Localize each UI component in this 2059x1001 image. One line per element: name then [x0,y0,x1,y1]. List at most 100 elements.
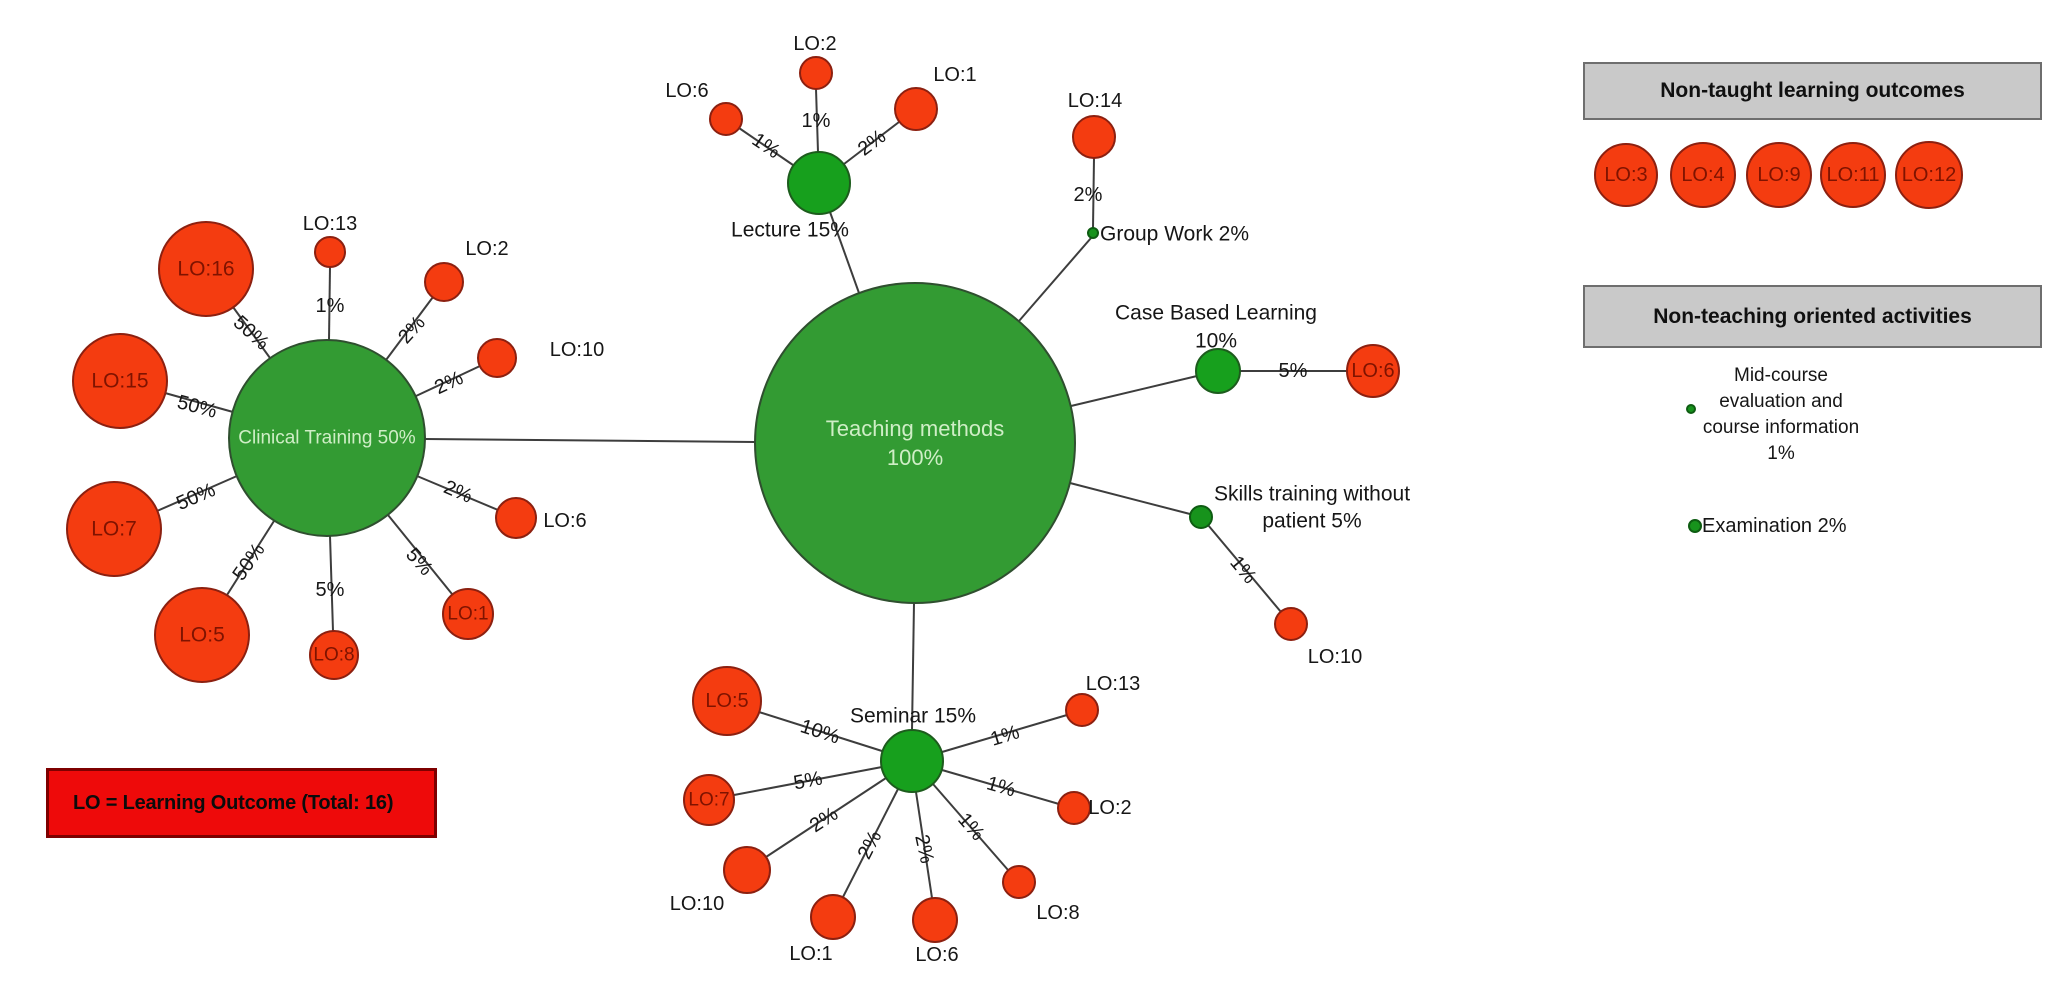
cluster-title-case-based-line2: 10% [1195,330,1237,353]
legend-non-taught-title: Non-taught learning outcomes [1660,79,1965,102]
node-lo6-clinical [495,497,537,539]
legend-node-lo9 [1746,142,1812,208]
label-lo14-group-work: LO:14 [1068,90,1122,112]
edge-label-clinical-lo15: 50% [175,391,220,423]
edge-label-lecture-lo1: 2% [854,125,890,160]
edge-lecture-lo1 [843,121,900,165]
edge-seminar-lo2 [941,769,1060,805]
legend-node-lo12 [1895,141,1963,209]
node-lo6-lecture [709,102,743,136]
legend-node-lo9-label: LO:9 [1757,164,1800,186]
node-lo8-clinical [309,630,359,680]
lo-key-box: LO = Learning Outcome (Total: 16) [46,768,437,838]
edge-clinical-lo2 [385,296,434,361]
edge-label-seminar-lo13: 1% [988,721,1022,751]
edge-label-casebased-lo6: 5% [1279,360,1308,382]
cluster-title-skills-line2: patient 5% [1262,510,1361,533]
edge-label-clinical-lo1: 5% [401,544,437,580]
node-lo7-seminar [683,774,735,826]
node-lo5-seminar-label: LO:5 [705,690,748,712]
label-lo2-clinical: LO:2 [465,238,508,260]
node-lo5-seminar [692,666,762,736]
node-teaching-methods-label: 100% [887,445,943,470]
node-lo13-seminar [1065,693,1099,727]
node-lo1-clinical [442,588,494,640]
legend-node-lo11 [1820,142,1886,208]
node-clinical-training-label: Clinical Training 50% [238,428,416,449]
lo-key-text: LO = Learning Outcome (Total: 16) [73,791,394,814]
node-clinical-training [228,339,426,537]
node-lo2-lecture [799,56,833,90]
legend-non-teaching-box: Non-teaching oriented activities [1583,285,2042,348]
node-lo6-seminar [912,897,958,943]
label-lo10-clinical: LO:10 [550,339,604,361]
label-lo6-seminar: LO:6 [915,944,958,966]
label-lo1-seminar: LO:1 [789,943,832,965]
edge-teaching-group-work [1018,237,1092,322]
edge-label-clinical-lo6: 2% [440,476,475,508]
edge-seminar-lo5 [758,711,883,752]
edge-teaching-lecture [829,211,860,294]
node-lo8-seminar [1002,865,1036,899]
node-lo7-clinical [66,481,162,577]
edge-label-seminar-lo2: 1% [984,772,1018,801]
edge-teaching-case-based [1070,375,1198,407]
edge-label-seminar-lo7: 5% [792,767,825,794]
legend-examination-label: Examination 2% [1702,515,1847,537]
edge-label-clinical-lo16: 50% [229,311,274,354]
node-lo14-group-work [1072,115,1116,159]
edge-clinical-lo7 [156,475,238,512]
label-lo10-seminar: LO:10 [670,893,724,915]
legend-midcourse-line-4: 1% [1767,443,1795,464]
cluster-title-lecture: Lecture 15% [731,219,849,242]
cluster-title-case-based-line1: Case Based Learning [1115,302,1317,325]
node-lo16-clinical [158,221,254,317]
edge-label-seminar-lo6: 2% [910,833,938,866]
cluster-title-skills-line1: Skills training without [1214,483,1410,506]
node-lecture [787,151,851,215]
legend-node-lo3 [1594,143,1658,207]
edge-skills-lo10 [1207,524,1282,613]
node-lo16-clinical-label: LO:16 [177,258,234,281]
edge-lecture-lo6 [738,127,794,166]
node-case-based-learning [1195,348,1241,394]
node-lo2-seminar [1057,791,1091,825]
node-lo5-clinical-label: LO:5 [179,624,225,647]
node-lo7-clinical-label: LO:7 [91,518,137,541]
edge-label-seminar-lo1: 2% [854,827,887,863]
legend-midcourse-line-2: evaluation and [1719,391,1843,412]
node-lo6-case-based-label: LO:6 [1351,360,1394,382]
edge-teaching-skills [1069,482,1191,515]
edge-lecture-lo2 [815,88,819,153]
edge-clinical-lo13 [328,266,331,341]
node-lo13-clinical [314,236,346,268]
legend-midcourse-dot [1686,404,1696,414]
legend-node-lo12-label: LO:12 [1902,164,1956,186]
node-lo8-clinical-label: LO:8 [313,645,354,666]
node-lo15-clinical-label: LO:15 [91,370,148,393]
edge-clinical-lo6 [416,475,499,511]
edge-teaching-seminar [911,602,915,731]
legend-node-lo11-label: LO:11 [1827,164,1880,186]
edge-clinical-lo15 [164,392,234,413]
legend-node-lo3-label: LO:3 [1604,164,1647,186]
edge-clinical-lo8 [329,535,334,632]
node-lo1-lecture [894,87,938,131]
node-lo10-clinical [477,338,517,378]
edge-seminar-lo10 [765,777,887,858]
label-lo13-clinical: LO:13 [303,213,357,235]
legend-non-teaching-title: Non-teaching oriented activities [1653,304,1972,328]
edge-teaching-clinical [424,438,756,443]
edge-label-clinical-lo8: 5% [316,579,345,601]
edge-label-seminar-lo5: 10% [798,715,843,748]
node-teaching-methods [754,282,1076,604]
edge-groupwork-lo14 [1092,157,1095,229]
node-lo2-clinical [424,262,464,302]
legend-node-lo4 [1670,142,1736,208]
edge-label-clinical-lo7: 50% [173,479,219,515]
legend-midcourse-line-3: course information [1702,417,1860,438]
node-lo5-clinical [154,587,250,683]
label-lo2-lecture: LO:2 [793,33,836,55]
label-lo13-seminar: LO:13 [1086,673,1140,695]
